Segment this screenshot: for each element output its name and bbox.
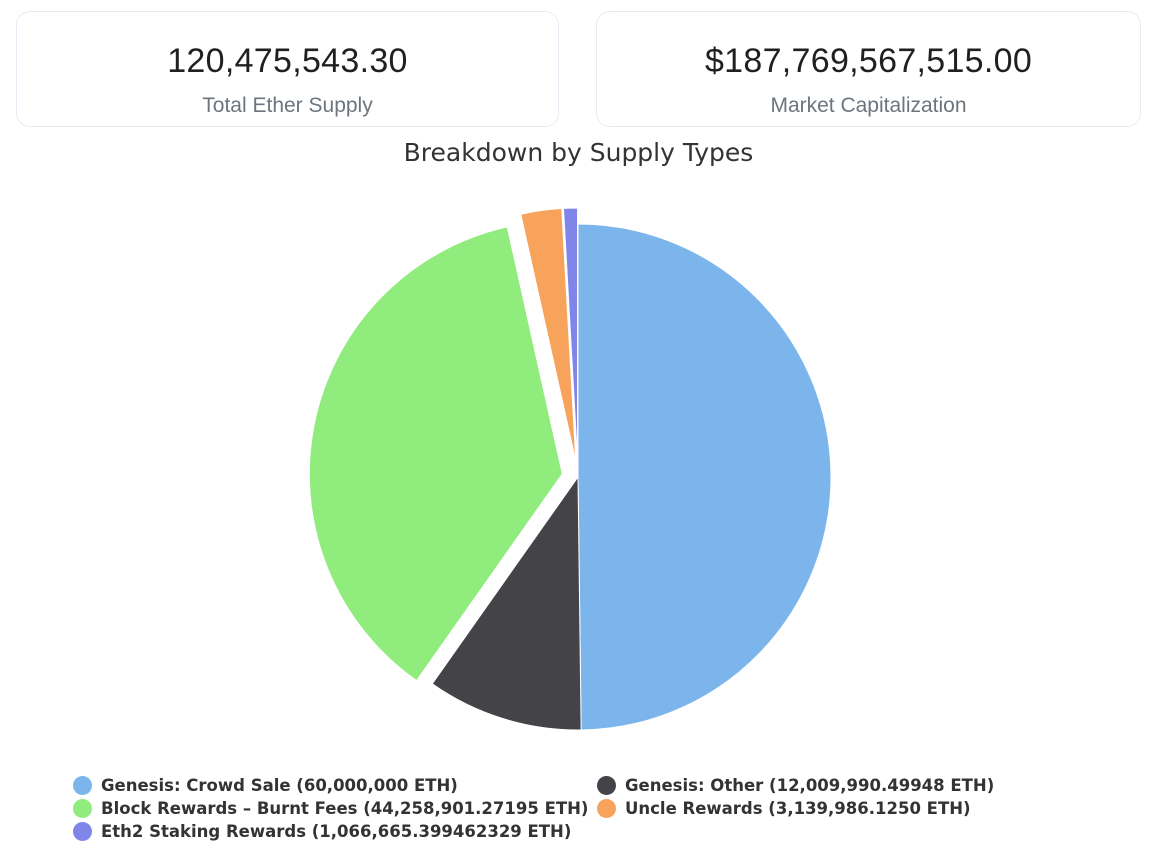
pie-slice-eth2-staking-rewards[interactable] [562,207,579,462]
market-cap-card: $187,769,567,515.00 Market Capitalizatio… [596,11,1141,127]
pie-slice-genesis-crowd-sale[interactable] [577,223,832,731]
legend-label: Genesis: Other (12,009,990.49948 ETH) [625,775,995,795]
total-supply-label: Total Ether Supply [202,94,373,117]
legend-dot [597,798,616,818]
legend-dot [73,821,92,841]
legend-item-genesis-other[interactable]: Genesis: Other (12,009,990.49948 ETH) [597,774,994,796]
legend-item-uncle-rewards[interactable]: Uncle Rewards (3,139,986.1250 ETH) [597,797,971,819]
chart-title: Breakdown by Supply Types [403,138,754,167]
legend-dot [73,798,92,818]
legend-item-block-rewards[interactable]: Block Rewards – Burnt Fees (44,258,901.2… [73,797,588,819]
total-supply-card: 120,475,543.30 Total Ether Supply [16,11,559,127]
pie-slice-uncle-rewards[interactable] [520,208,577,462]
pie-slice-block-rewards-burnt-fees[interactable] [308,226,563,682]
legend-item-eth2-staking[interactable]: Eth2 Staking Rewards (1,066,665.39946232… [73,820,571,842]
legend-dot [73,775,92,795]
legend-label: Genesis: Crowd Sale (60,000,000 ETH) [101,775,458,795]
legend-item-genesis-crowd-sale[interactable]: Genesis: Crowd Sale (60,000,000 ETH) [73,774,458,796]
legend-label: Eth2 Staking Rewards (1,066,665.39946232… [101,821,572,841]
market-cap-label: Market Capitalization [770,94,967,117]
legend-label: Block Rewards – Burnt Fees (44,258,901.2… [101,798,589,818]
total-supply-value: 120,475,543.30 [167,42,408,80]
pie-slice-genesis-other[interactable] [431,476,582,731]
legend-dot [597,775,616,795]
legend-label: Uncle Rewards (3,139,986.1250 ETH) [625,798,971,818]
market-cap-value: $187,769,567,515.00 [704,42,1033,80]
